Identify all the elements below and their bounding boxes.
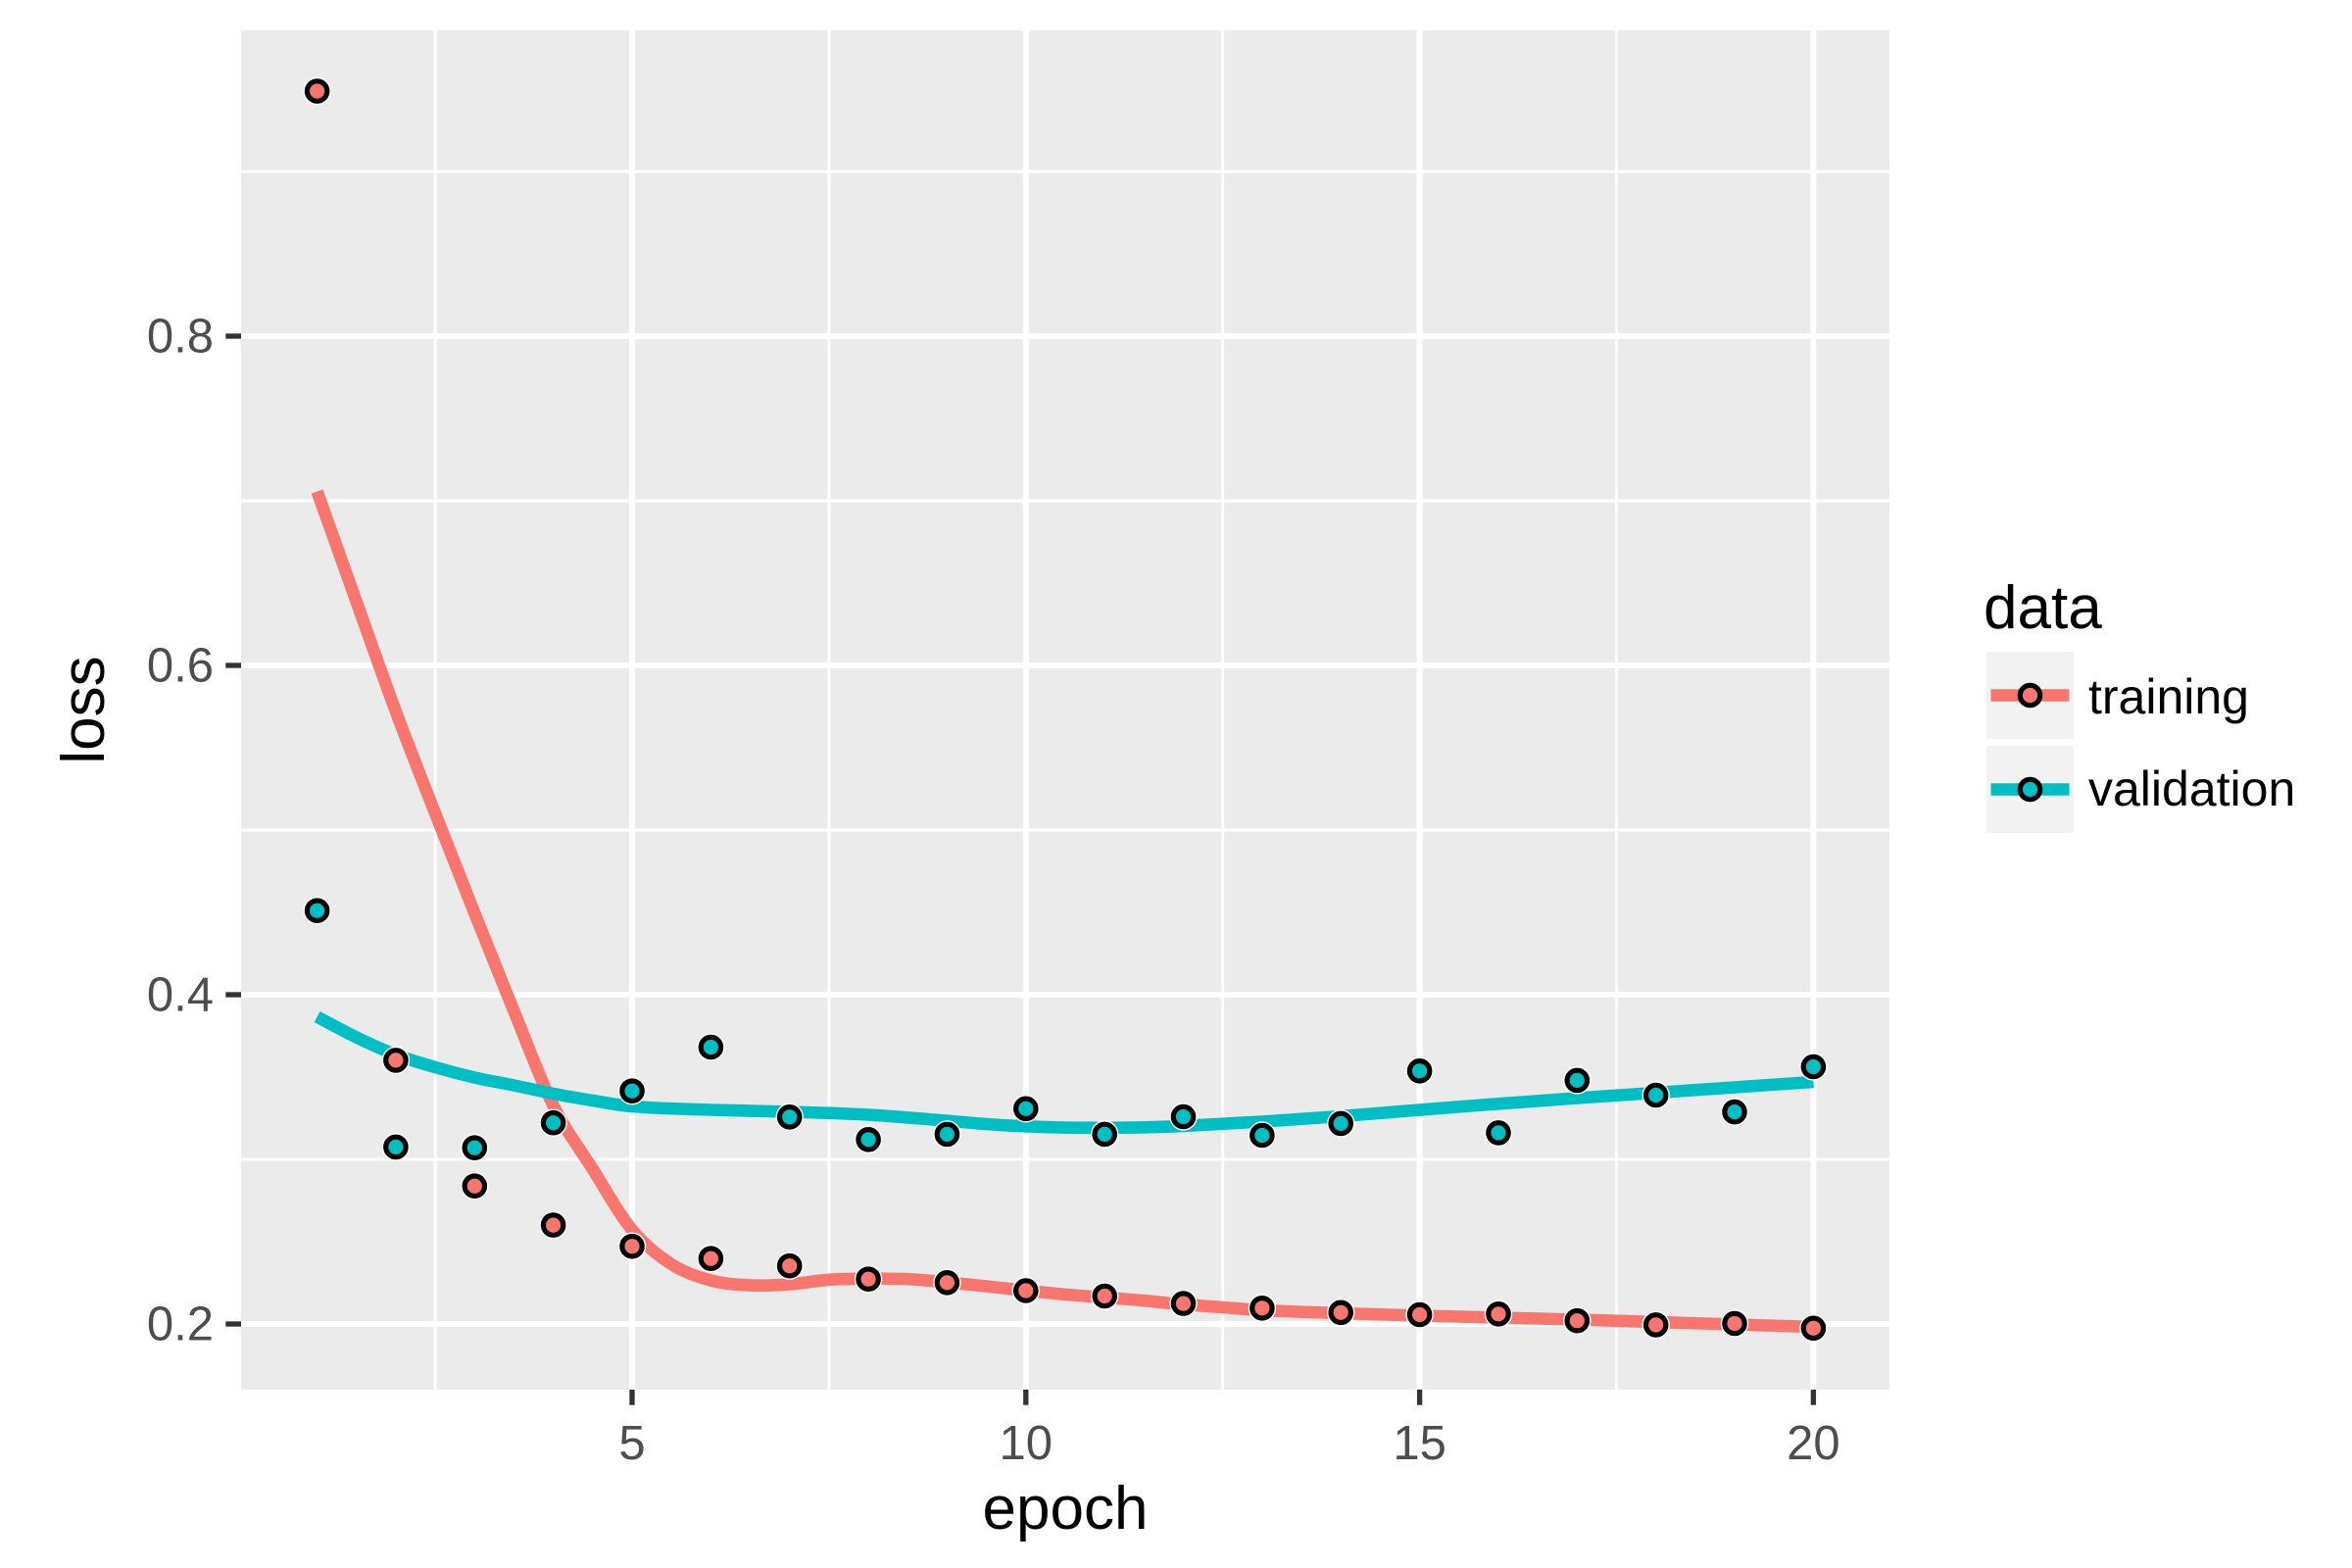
svg-text:15: 15 xyxy=(1393,1417,1446,1470)
svg-text:validation: validation xyxy=(2088,761,2295,816)
svg-text:data: data xyxy=(1984,574,2102,642)
svg-text:epoch: epoch xyxy=(983,1475,1149,1543)
svg-text:loss: loss xyxy=(50,656,118,763)
svg-text:0.8: 0.8 xyxy=(147,311,214,364)
svg-text:0.6: 0.6 xyxy=(147,640,214,693)
svg-text:5: 5 xyxy=(618,1417,645,1470)
svg-text:20: 20 xyxy=(1787,1417,1840,1470)
svg-text:training: training xyxy=(2088,669,2249,724)
svg-text:10: 10 xyxy=(1000,1417,1054,1470)
svg-text:0.4: 0.4 xyxy=(147,969,214,1022)
svg-text:0.2: 0.2 xyxy=(147,1298,214,1351)
